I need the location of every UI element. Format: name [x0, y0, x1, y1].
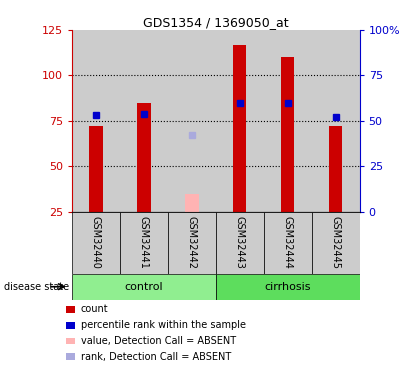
- Text: GSM32444: GSM32444: [283, 216, 293, 269]
- Bar: [185, 194, 199, 212]
- Text: GSM32443: GSM32443: [235, 216, 245, 269]
- Bar: [281, 57, 294, 212]
- Bar: [168, 212, 216, 274]
- Bar: [168, 30, 216, 212]
- Title: GDS1354 / 1369050_at: GDS1354 / 1369050_at: [143, 16, 289, 29]
- Bar: [72, 30, 120, 212]
- Text: cirrhosis: cirrhosis: [264, 282, 311, 292]
- Text: percentile rank within the sample: percentile rank within the sample: [81, 320, 246, 330]
- Bar: [216, 212, 264, 274]
- Bar: [233, 45, 247, 212]
- Bar: [216, 30, 264, 212]
- Bar: [312, 212, 360, 274]
- Bar: [216, 274, 360, 300]
- Text: GSM32440: GSM32440: [91, 216, 101, 269]
- Bar: [312, 30, 360, 212]
- Bar: [72, 212, 120, 274]
- Text: count: count: [81, 304, 109, 314]
- Text: GSM32441: GSM32441: [139, 216, 149, 269]
- Bar: [264, 30, 312, 212]
- Text: control: control: [125, 282, 163, 292]
- Text: rank, Detection Call = ABSENT: rank, Detection Call = ABSENT: [81, 352, 231, 362]
- Bar: [72, 274, 216, 300]
- Bar: [329, 126, 342, 212]
- Text: disease state: disease state: [4, 282, 69, 292]
- Bar: [120, 30, 168, 212]
- Bar: [89, 126, 103, 212]
- Text: value, Detection Call = ABSENT: value, Detection Call = ABSENT: [81, 336, 236, 346]
- Text: GSM32445: GSM32445: [331, 216, 341, 269]
- Text: GSM32442: GSM32442: [187, 216, 197, 269]
- Bar: [120, 212, 168, 274]
- Bar: [264, 212, 312, 274]
- Bar: [137, 103, 150, 212]
